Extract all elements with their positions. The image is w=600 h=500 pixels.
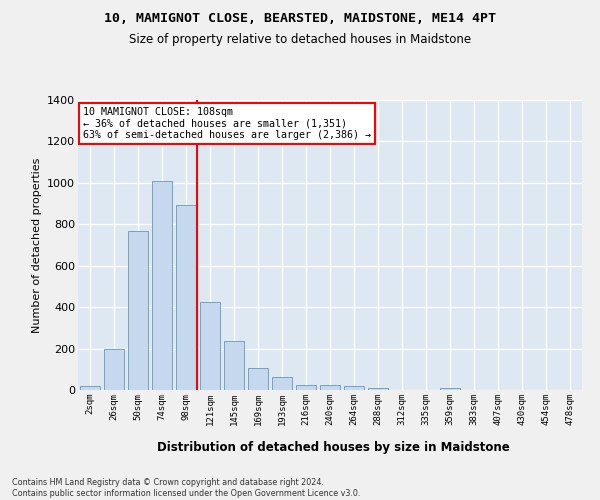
Text: Size of property relative to detached houses in Maidstone: Size of property relative to detached ho… xyxy=(129,32,471,46)
Text: 10 MAMIGNOT CLOSE: 108sqm
← 36% of detached houses are smaller (1,351)
63% of se: 10 MAMIGNOT CLOSE: 108sqm ← 36% of detac… xyxy=(83,108,371,140)
Text: Distribution of detached houses by size in Maidstone: Distribution of detached houses by size … xyxy=(157,441,509,454)
Bar xyxy=(248,368,268,390)
Bar xyxy=(368,388,388,390)
Bar xyxy=(272,376,292,390)
Text: Contains HM Land Registry data © Crown copyright and database right 2024.
Contai: Contains HM Land Registry data © Crown c… xyxy=(12,478,361,498)
Bar xyxy=(440,388,460,390)
Y-axis label: Number of detached properties: Number of detached properties xyxy=(32,158,41,332)
Text: 10, MAMIGNOT CLOSE, BEARSTED, MAIDSTONE, ME14 4PT: 10, MAMIGNOT CLOSE, BEARSTED, MAIDSTONE,… xyxy=(104,12,496,26)
Bar xyxy=(224,342,244,390)
Bar xyxy=(320,385,340,390)
Bar xyxy=(200,302,220,390)
Bar xyxy=(128,230,148,390)
Bar xyxy=(344,386,364,390)
Bar xyxy=(104,348,124,390)
Bar xyxy=(80,386,100,390)
Bar xyxy=(296,385,316,390)
Bar xyxy=(176,205,196,390)
Bar xyxy=(152,181,172,390)
